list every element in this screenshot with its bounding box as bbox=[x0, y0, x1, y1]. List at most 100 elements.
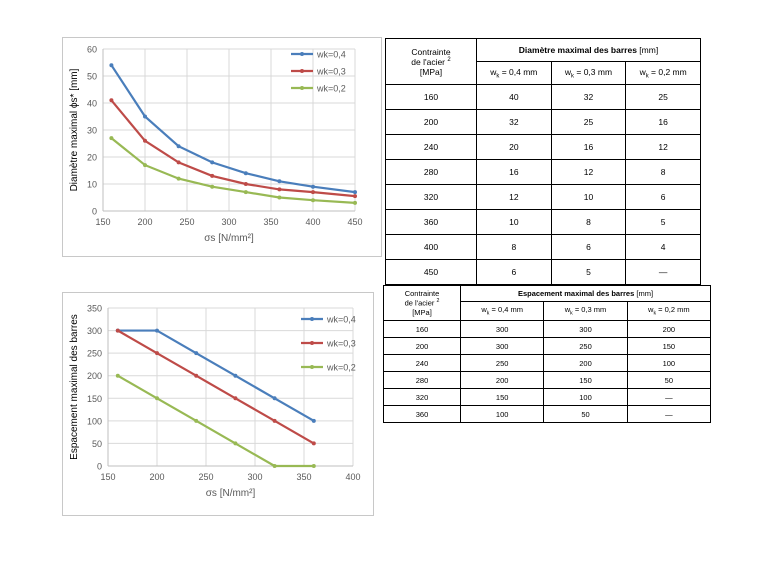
table2-stress-header: Contrainte de l'acier 2 [MPa] bbox=[383, 285, 461, 321]
table1-cell: 20 bbox=[476, 134, 552, 160]
table2-cell: 280 bbox=[383, 371, 461, 389]
data-point bbox=[277, 195, 282, 200]
table1-cell: 16 bbox=[476, 159, 552, 185]
table1-cell: 6 bbox=[625, 184, 701, 210]
x-tick-label: 400 bbox=[345, 472, 360, 482]
series-line bbox=[110, 64, 356, 194]
data-point bbox=[210, 160, 215, 165]
data-point bbox=[311, 198, 315, 203]
table-row: 160 40 32 25 bbox=[385, 84, 701, 110]
table1-col-header: wk = 0,4 mm bbox=[476, 61, 552, 85]
table2-cell: 150 bbox=[626, 337, 712, 355]
series-line bbox=[110, 137, 356, 204]
table1-cell: 10 bbox=[476, 209, 552, 235]
y-axis-label: Diamètre maximal ϕs* [mm] bbox=[69, 68, 80, 191]
table-row: 360 10 8 5 bbox=[385, 209, 701, 235]
data-point bbox=[115, 373, 120, 378]
data-point bbox=[243, 171, 248, 176]
table1-cell: 25 bbox=[550, 109, 627, 135]
table1-cell: 16 bbox=[625, 109, 701, 135]
x-tick-label: 300 bbox=[247, 472, 262, 482]
x-tick-label: 250 bbox=[198, 472, 213, 482]
table-row: 160 300 300 200 bbox=[383, 320, 712, 338]
legend-marker bbox=[310, 365, 314, 369]
table1-col-header: wk = 0,3 mm bbox=[550, 61, 627, 85]
table2-cell: 50 bbox=[543, 405, 628, 423]
table2-cell: — bbox=[626, 388, 712, 406]
table1-cell: 10 bbox=[550, 184, 627, 210]
y-tick-label: 350 bbox=[87, 304, 102, 314]
legend-marker bbox=[310, 317, 314, 321]
data-point bbox=[109, 98, 114, 103]
table1-cell: 12 bbox=[625, 134, 701, 160]
y-axis-label: Espacement maximal des barres bbox=[69, 314, 80, 460]
x-axis-label: σs [N/mm²] bbox=[204, 233, 254, 244]
y-tick-label: 100 bbox=[87, 416, 102, 426]
table1-cell: 25 bbox=[625, 84, 701, 110]
table-row: 360 100 50— bbox=[383, 405, 712, 423]
data-point bbox=[155, 351, 159, 356]
x-tick-label: 200 bbox=[149, 472, 164, 482]
table1-cell: 12 bbox=[550, 159, 627, 185]
table-row: 320 150 100— bbox=[383, 388, 712, 406]
x-tick-label: 250 bbox=[179, 217, 194, 227]
table1-cell: 4 bbox=[625, 234, 701, 260]
table2-cell: 320 bbox=[383, 388, 461, 406]
data-point bbox=[210, 184, 215, 189]
legend-label: wk=0,3 bbox=[316, 67, 346, 77]
y-tick-label: 30 bbox=[87, 126, 97, 136]
data-point bbox=[233, 441, 238, 446]
series-line bbox=[117, 329, 315, 422]
chart-diametre: 0 10 20 30 40 50 60 150 200 250 300 350 400 450 wk=0,4… bbox=[62, 37, 382, 257]
table2-cell: 200 bbox=[543, 354, 628, 372]
legend-marker bbox=[300, 69, 304, 73]
table1-cell: — bbox=[625, 259, 701, 285]
table2-col-header: wk = 0,4 mm bbox=[459, 301, 545, 321]
table-row: 240 20 16 12 bbox=[385, 134, 701, 160]
table2-group-header: Espacement maximal des barres [mm] bbox=[460, 285, 711, 302]
y-tick-label: 20 bbox=[87, 153, 97, 163]
chart-diametre-svg: 0 10 20 30 40 50 60 150 200 250 300 350 400 450 wk=0,4… bbox=[69, 45, 363, 245]
data-point bbox=[176, 160, 181, 165]
table2-cell: 250 bbox=[459, 354, 545, 372]
table1-cell: 280 bbox=[385, 159, 477, 185]
table-row: 450 6 5— bbox=[385, 259, 701, 285]
data-point bbox=[176, 144, 181, 149]
table2-cell: 200 bbox=[626, 320, 712, 338]
x-axis-label: σs [N/mm²] bbox=[206, 488, 256, 499]
data-point bbox=[311, 184, 315, 189]
data-point bbox=[353, 200, 357, 205]
legend-label: wk=0,4 bbox=[316, 50, 346, 60]
data-point bbox=[143, 138, 147, 143]
x-tick-label: 300 bbox=[221, 217, 236, 227]
legend-marker bbox=[310, 341, 314, 345]
data-point bbox=[243, 190, 248, 195]
table2-cell: 300 bbox=[459, 320, 545, 338]
table2-cell: 100 bbox=[459, 405, 545, 423]
table2-cell: 150 bbox=[459, 388, 545, 406]
table1-cell: 240 bbox=[385, 134, 477, 160]
x-tick-label: 400 bbox=[305, 217, 320, 227]
table-row: 240 250 200 100 bbox=[383, 354, 712, 372]
table2-cell: 250 bbox=[543, 337, 628, 355]
table-row: 200 300 250 150 bbox=[383, 337, 712, 355]
table2-cell: 100 bbox=[543, 388, 628, 406]
series-line bbox=[117, 329, 315, 445]
series-line bbox=[117, 374, 314, 468]
legend-marker bbox=[300, 86, 304, 90]
data-point bbox=[155, 396, 159, 401]
legend-label: wk=0,3 bbox=[326, 339, 356, 349]
data-point bbox=[277, 179, 282, 184]
table1-cell: 160 bbox=[385, 84, 477, 110]
y-tick-label: 50 bbox=[87, 72, 97, 82]
x-tick-label: 450 bbox=[347, 217, 362, 227]
data-point bbox=[233, 396, 238, 401]
table1-cell: 320 bbox=[385, 184, 477, 210]
table1-cell: 200 bbox=[385, 109, 477, 135]
table-espacement: Contrainte de l'acier 2 [MPa] Espacement… bbox=[383, 285, 712, 423]
data-point bbox=[311, 441, 316, 446]
data-point bbox=[353, 194, 357, 199]
y-tick-label: 60 bbox=[87, 45, 97, 55]
table1-cell: 360 bbox=[385, 209, 477, 235]
table2-cell: 100 bbox=[626, 354, 712, 372]
